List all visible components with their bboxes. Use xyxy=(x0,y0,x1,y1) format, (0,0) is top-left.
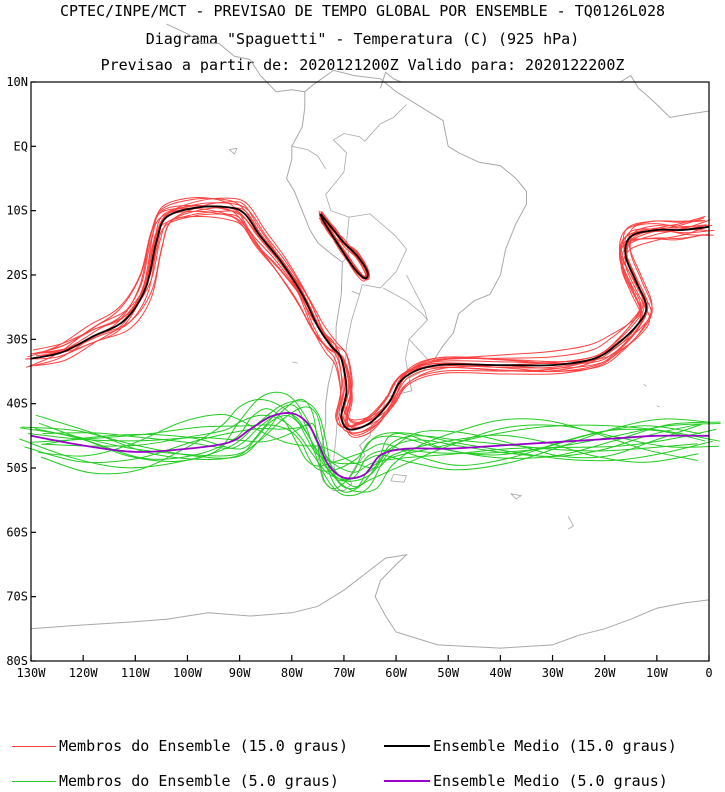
mean-15-line xyxy=(30,205,710,431)
mean-15-inner-line xyxy=(319,213,369,280)
y-tick-label: 60S xyxy=(6,525,28,539)
y-tick-label: 10N xyxy=(6,75,28,89)
mean-5-line xyxy=(30,412,710,480)
y-tick-label: 20S xyxy=(6,268,28,282)
member-5-11 xyxy=(21,398,721,490)
member-5-6 xyxy=(38,408,706,467)
legend-label-members-5: Membros do Ensemble (5.0 graus) xyxy=(59,772,339,790)
x-tick-label: 100W xyxy=(173,666,203,680)
legend-swatch-members-15 xyxy=(12,745,56,747)
y-tick-label: 80S xyxy=(6,654,28,668)
x-tick-label: 110W xyxy=(121,666,151,680)
member-5-7 xyxy=(35,414,710,471)
x-tick-label: 130W xyxy=(17,666,47,680)
x-tick-label: 60W xyxy=(385,666,407,680)
chart-title-line-3: Previsao a partir de: 2020121200Z Valido… xyxy=(100,56,625,74)
legend-item-members-15: Membros do Ensemble (15.0 graus) xyxy=(12,736,348,756)
island-6 xyxy=(291,361,299,364)
x-tick-label: 30W xyxy=(542,666,564,680)
x-tick-label: 80W xyxy=(281,666,303,680)
ensemble-means xyxy=(30,205,710,480)
border-3 xyxy=(349,213,407,295)
x-tick-label: 40W xyxy=(490,666,512,680)
y-tick-label: 50S xyxy=(6,461,28,475)
x-axis: 130W 120W 110W 100W 90W 80W 70W 60W 50W 40W 30W 20W… xyxy=(17,655,713,680)
coast-central-america xyxy=(166,23,305,93)
x-tick-label: 90W xyxy=(229,666,251,680)
border-2 xyxy=(291,145,327,170)
legend-swatch-mean-5 xyxy=(384,780,430,782)
map-frame xyxy=(30,81,710,662)
y-tick-label: 30S xyxy=(6,332,28,346)
chart-title-line-2: Diagrama "Spaguetti" - Temperatura (C) (… xyxy=(145,30,580,48)
island-1 xyxy=(510,493,523,500)
chart-title-line-1: CPTEC/INPE/MCT - PREVISAO DE TEMPO GLOBA… xyxy=(59,2,666,20)
border-6 xyxy=(406,274,428,321)
x-tick-label: 70W xyxy=(333,666,355,680)
y-axis: 10N EQ 10S 20S 30S 40S 50S 60S 70S 80S xyxy=(6,75,36,668)
coast-caribbean xyxy=(379,71,402,89)
legend-item-mean-15: Ensemble Medio (15.0 graus) xyxy=(384,736,677,756)
ensemble-members-5 xyxy=(19,391,721,497)
coast-africa xyxy=(620,74,710,118)
island-5 xyxy=(228,147,238,155)
legend-item-mean-5: Ensemble Medio (5.0 graus) xyxy=(384,771,668,791)
member-5-10 xyxy=(24,423,719,488)
member-5-13 xyxy=(19,400,720,490)
legend-label-mean-15: Ensemble Medio (15.0 graus) xyxy=(433,737,677,755)
x-tick-label: 50W xyxy=(437,666,459,680)
member-15-13 xyxy=(33,206,710,429)
island-0 xyxy=(390,474,408,483)
member-5-1 xyxy=(38,413,699,469)
y-tick-label: 10S xyxy=(6,204,28,218)
y-tick-label: 40S xyxy=(6,397,28,411)
x-tick-label: 0 xyxy=(705,666,712,680)
member-5-8 xyxy=(32,424,713,472)
member-15-11 xyxy=(36,215,706,434)
x-tick-label: 10W xyxy=(646,666,668,680)
island-4 xyxy=(656,405,660,408)
legend-label-mean-5: Ensemble Medio (5.0 graus) xyxy=(433,772,668,790)
member-15-5 xyxy=(30,206,707,429)
legend-item-members-5: Membros do Ensemble (5.0 graus) xyxy=(12,771,339,791)
border-5 xyxy=(382,287,431,363)
legend-label-members-15: Membros do Ensemble (15.0 graus) xyxy=(59,737,348,755)
x-tick-label: 120W xyxy=(69,666,99,680)
legend-swatch-members-5 xyxy=(12,780,56,782)
coast-antarctica xyxy=(30,554,710,649)
y-tick-label: 70S xyxy=(6,590,28,604)
island-3 xyxy=(643,384,647,387)
y-tick-label: EQ xyxy=(14,139,28,153)
border-1 xyxy=(364,104,407,142)
legend-swatch-mean-15 xyxy=(384,745,430,747)
x-tick-label: 20W xyxy=(594,666,616,680)
island-2 xyxy=(567,516,574,530)
